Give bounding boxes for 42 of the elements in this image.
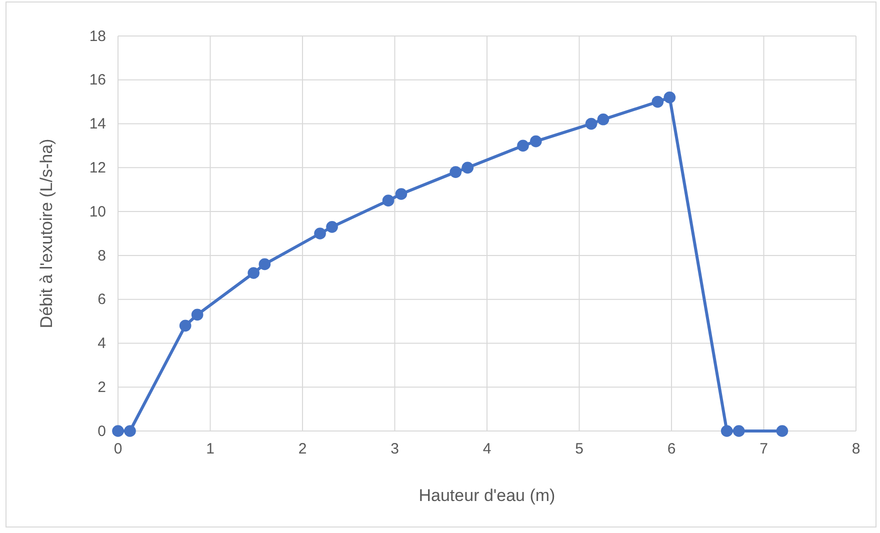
x-tick-label: 7 bbox=[760, 440, 768, 458]
point bbox=[326, 221, 338, 233]
point bbox=[462, 162, 474, 174]
point bbox=[258, 258, 271, 270]
point bbox=[191, 308, 204, 321]
y-tick-label: 18 bbox=[89, 28, 106, 45]
point bbox=[732, 425, 745, 437]
point bbox=[179, 320, 192, 332]
point bbox=[664, 92, 676, 104]
y-tick-label: 16 bbox=[89, 72, 106, 89]
point bbox=[720, 425, 733, 437]
point bbox=[652, 96, 664, 108]
x-axis-title: Hauteur d'eau (m) bbox=[418, 486, 556, 505]
y-tick-label: 0 bbox=[98, 422, 106, 440]
point bbox=[517, 140, 529, 152]
x-tick-label: 1 bbox=[206, 440, 214, 458]
x-tick-label: 2 bbox=[298, 440, 307, 458]
point bbox=[450, 166, 462, 178]
point bbox=[597, 113, 610, 126]
point bbox=[112, 425, 124, 437]
x-tick-label: 6 bbox=[667, 440, 676, 458]
point bbox=[395, 188, 408, 200]
y-axis-title: Débit à l'exutoire (L/s-ha) bbox=[37, 138, 56, 328]
point bbox=[248, 267, 260, 279]
y-tick-label: 14 bbox=[89, 116, 106, 133]
x-tick-label: 0 bbox=[114, 440, 122, 458]
point bbox=[776, 425, 788, 437]
x-tick-label: 3 bbox=[390, 440, 399, 458]
y-tick-label: 6 bbox=[98, 291, 106, 308]
point bbox=[585, 118, 598, 130]
x-tick-label: 8 bbox=[852, 440, 860, 458]
y-tick-label: 8 bbox=[98, 247, 106, 264]
point bbox=[382, 194, 394, 206]
y-tick-label: 4 bbox=[98, 335, 106, 352]
x-tick-label: 5 bbox=[575, 440, 584, 458]
y-tick-label: 2 bbox=[98, 378, 106, 396]
point bbox=[124, 425, 136, 437]
point bbox=[530, 135, 542, 148]
y-tick-label: 12 bbox=[89, 159, 106, 176]
y-tick-label: 10 bbox=[89, 203, 106, 220]
point bbox=[314, 228, 326, 240]
x-tick-label: 4 bbox=[482, 440, 492, 458]
